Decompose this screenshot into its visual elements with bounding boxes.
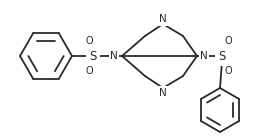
Text: O: O: [85, 66, 93, 76]
Text: O: O: [224, 36, 232, 46]
Text: O: O: [85, 36, 93, 46]
Text: N: N: [159, 88, 167, 98]
Text: N: N: [200, 51, 208, 61]
Text: S: S: [89, 49, 97, 62]
Text: N: N: [110, 51, 118, 61]
Text: S: S: [218, 49, 226, 62]
Text: O: O: [224, 66, 232, 76]
Text: N: N: [159, 14, 167, 24]
